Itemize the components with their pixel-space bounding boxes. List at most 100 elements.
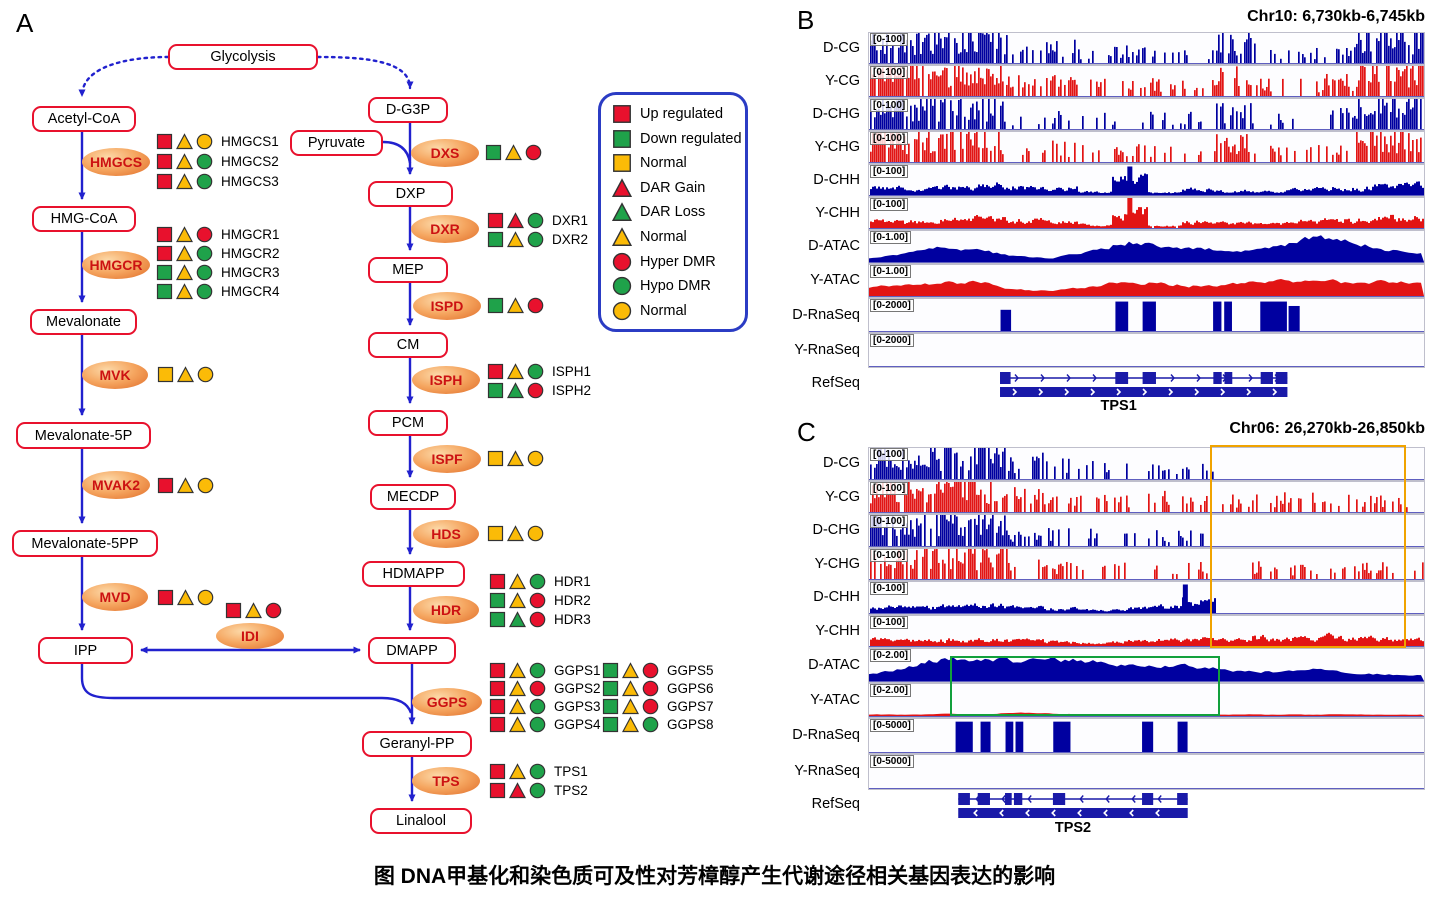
legend-item: Down regulated [612,129,742,149]
gene-name-label: TPS1 [1100,398,1137,414]
circle-green-icon [196,245,213,262]
gene-label: HDR3 [554,612,591,627]
square-red-icon [487,363,504,380]
gene-indicator-row [225,602,282,619]
track-label-d-chh: D-CHH [813,589,860,605]
square-green-icon [602,680,619,697]
legend-item: Normal [612,301,687,321]
enzyme-dxs: DXS [411,139,479,167]
square-red-icon [489,763,506,780]
legend-item: Hypo DMR [612,276,711,296]
track-range-label: [0-100] [870,66,909,79]
circle-green-icon [529,698,546,715]
square-green-icon [487,231,504,248]
track-label-y-cg: Y-CG [825,488,860,505]
triangle-yellow-icon [507,450,524,467]
enzyme-hmgcs: HMGCS [82,148,150,176]
track-label-y-chg: Y-CHG [814,555,860,572]
gene-name-label: TPS2 [1054,820,1092,836]
highlight-box-yellow [1210,445,1406,648]
enzyme-hmgcr: HMGCR [82,251,150,279]
circle-yellow-icon [197,366,214,383]
gene-label: HMGCR2 [221,246,280,261]
gene-indicator-row: HMGCS3 [156,173,279,190]
gene-label: GGPS2 [554,681,601,696]
pathway-node-mep: MEP [368,257,448,283]
panel-a-label: A [16,8,34,38]
square-red-icon [613,105,631,123]
gene-indicator-row: GGPS7 [602,698,714,715]
highlight-box-green [950,656,1220,716]
gene-indicator-row: ISPH2 [487,382,591,399]
gene-label: HDR2 [554,593,591,608]
pathway-node-pyruvate: Pyruvate [290,130,383,156]
circle-yellow-icon [527,450,544,467]
circle-green-icon [196,153,213,170]
square-red-icon [489,698,506,715]
track-range-label: [0-100] [870,198,909,211]
gene-indicator-row: TPS2 [489,782,588,799]
square-red-icon [489,662,506,679]
gene-indicator-row: HMGCR3 [156,264,280,281]
circle-green-icon [642,716,659,733]
track-range-label: [0-1.00] [870,231,912,244]
triangle-yellow-icon [507,297,524,314]
track-row-y-cg: [0-100] [868,65,1425,98]
track-row-d-rnaseq: [0-2000] [868,298,1425,333]
gene-label: HMGCS1 [221,134,279,149]
square-green-icon [156,264,173,281]
track-range-label: [0-100] [870,582,909,595]
circle-red-icon [642,662,659,679]
circle-yellow-icon [527,525,544,542]
gene-label: HDR1 [554,574,591,589]
gene-indicator-row: GGPS3 [489,698,601,715]
legend-item-label: Hyper DMR [640,253,716,270]
gene-indicator-row [487,525,544,542]
track-range-label: [0-100] [870,448,909,461]
gene-label: GGPS7 [667,699,714,714]
legend-item-label: Down regulated [640,130,742,147]
track-range-label: [0-100] [870,482,909,495]
pathway-node-geranyl-pp: Geranyl-PP [362,731,472,757]
triangle-yellow-icon [176,283,193,300]
track-label-y-chh: Y-CHH [815,622,860,639]
square-red-icon [489,573,506,590]
track-range-label: [0-5000] [870,719,914,732]
enzyme-isph: ISPH [412,366,480,394]
square-red-icon [156,173,173,190]
square-green-icon [156,283,173,300]
square-green-icon [602,662,619,679]
gene-indicator-row: GGPS4 [489,716,601,733]
gene-indicator-row: HMGCS1 [156,133,279,150]
pathway-node-glycolysis: Glycolysis [168,44,318,70]
gene-label: GGPS8 [667,717,714,732]
gene-indicator-row: HMGCR4 [156,283,280,300]
square-red-icon [157,589,174,606]
enzyme-tps: TPS [412,767,480,795]
track-label-d-chh: D-CHH [813,171,860,188]
circle-green-icon [612,277,632,296]
circle-red-icon [642,680,659,697]
circle-red-icon [527,297,544,314]
pathway-node-cm: CM [368,332,448,358]
legend-item-label: Normal [640,302,687,319]
square-green-icon [613,129,631,148]
square-red-icon [156,153,173,170]
gene-indicator-row: DXR1 [487,212,588,229]
gene-indicator-row: HDR1 [489,573,591,590]
track-range-label: [0-5000] [870,755,914,768]
gene-label: HMGCR4 [221,284,280,299]
gene-indicator-row: HMGCR2 [156,245,280,262]
pathway-node-linalool: Linalool [370,808,472,834]
square-green-icon [487,382,504,399]
circle-green-icon [196,264,213,281]
gene-indicator-row [157,366,214,383]
legend-item-label: DAR Gain [640,179,706,196]
track-label-y-rnaseq: Y-RnaSeq [794,341,860,358]
circle-red-icon [529,592,546,609]
circle-red-icon [612,252,632,271]
gene-indicator-row: GGPS8 [602,716,714,733]
circle-green-icon [529,716,546,733]
square-red-icon [156,245,173,262]
gene-label: DXR2 [552,232,589,247]
